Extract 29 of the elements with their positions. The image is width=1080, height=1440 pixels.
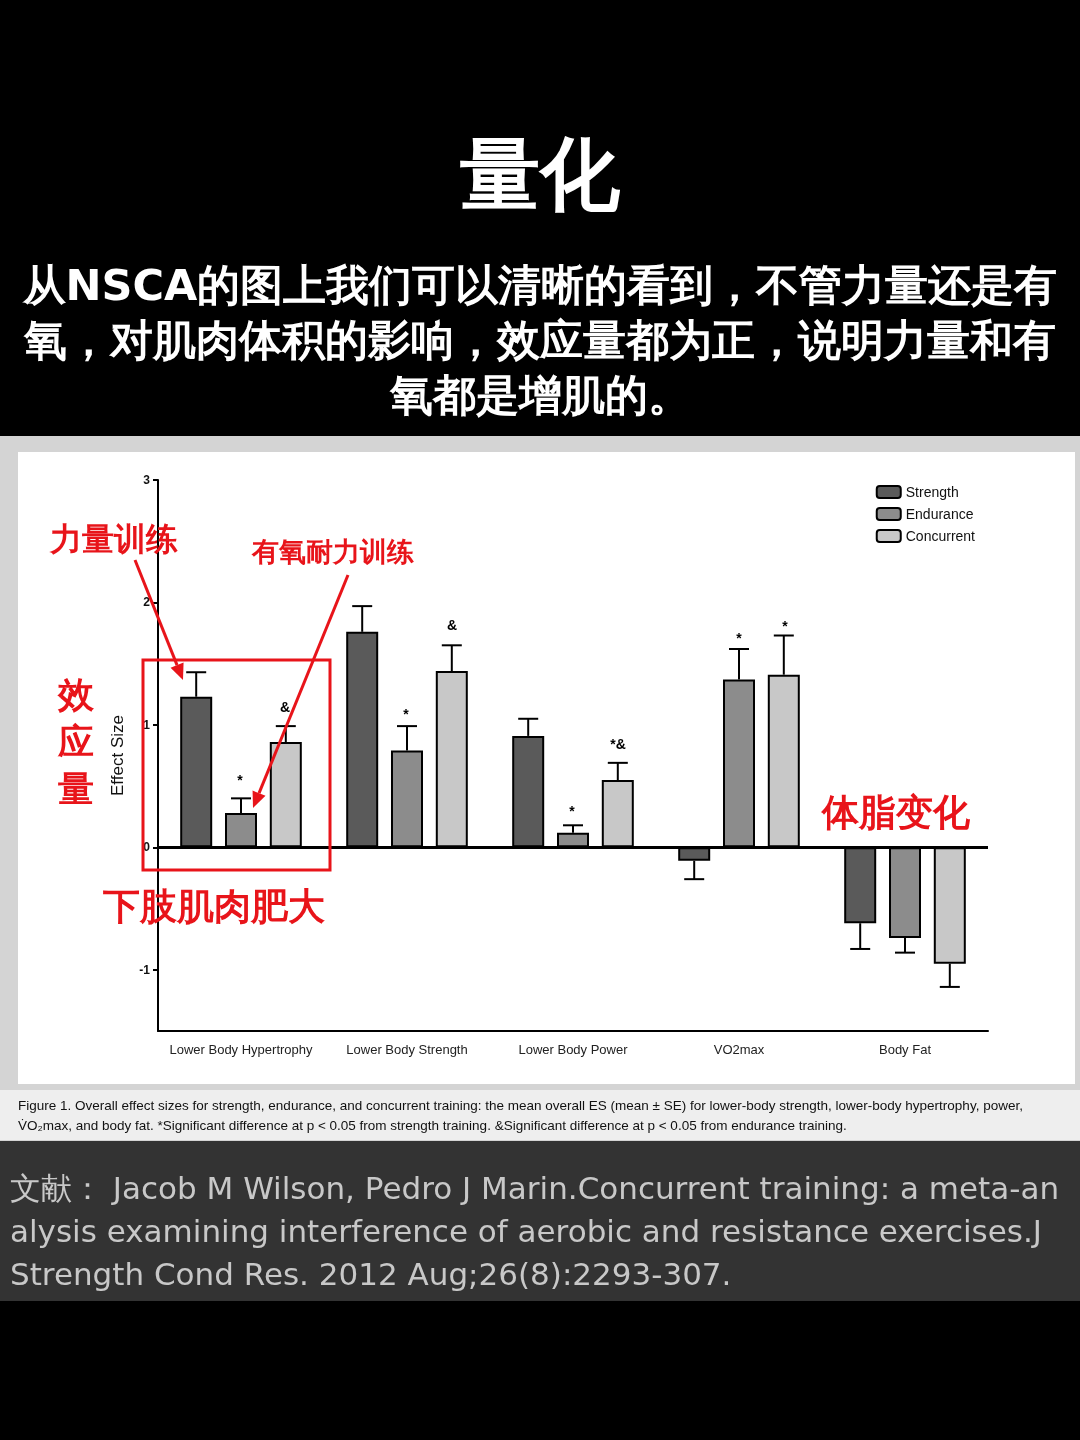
y-axis-title: Effect Size: [108, 715, 127, 796]
text: 文献： Jacob M Wilson, Pedro J Marin.Concurrent training: a meta-analysis examining interference of aerobic and resistance exercises.J Strength Cond Res. 2012 Aug;26(8):2293-307.: [0, 1141, 1080, 1301]
y-tick-label: 3: [143, 473, 151, 487]
x-tick-label: Lower Body Hypertrophy: [169, 1042, 314, 1057]
legend-label: Concurrent: [905, 528, 976, 544]
annotation: *: [569, 803, 575, 819]
annotation: &: [446, 617, 458, 633]
annotation: &: [279, 699, 291, 715]
y-tick-label: 0: [143, 840, 151, 855]
annotation: 体脂变化: [822, 790, 970, 836]
y-tick-label: -1: [139, 962, 151, 977]
annotation: *&: [610, 736, 626, 752]
text: 效应量: [58, 673, 95, 811]
annotation: 有氧耐力训练: [252, 535, 414, 569]
annotation: *: [736, 630, 742, 646]
legend-label: Strength: [905, 484, 959, 500]
annotation: *: [403, 706, 409, 722]
annotation: *: [237, 772, 243, 788]
annotation: *: [782, 618, 788, 634]
x-tick-label: Lower Body Strength: [346, 1042, 468, 1057]
caption: Figure 1. Overall effect sizes for strength, endurance, and concurrent training: the mean overall ES (mean ± SE) for lower-body strength, lower-body hypertrophy, power, V̇O₂max, and body fat. *Significant difference at p < 0.05 from strength training. &Significant difference at p < 0.05 from endurance training.: [0, 1090, 1080, 1140]
y-tick-label: 1: [143, 717, 151, 732]
legend-label: Endurance: [905, 506, 974, 522]
x-tick-label: VO2max: [713, 1042, 765, 1057]
x-tick-label: Lower Body Power: [518, 1042, 629, 1057]
chart-subtitle: 从NSCA的图上我们可以清晰的看到，不管力量还是有氧，对肌肉体积的影响，效应量都为正，说明力量和有氧都是增肌的。: [21, 259, 1059, 422]
chart-title: 量化: [459, 127, 621, 223]
y-tick-label: 2: [143, 595, 151, 610]
x-tick-label: Body Fat: [878, 1042, 932, 1057]
